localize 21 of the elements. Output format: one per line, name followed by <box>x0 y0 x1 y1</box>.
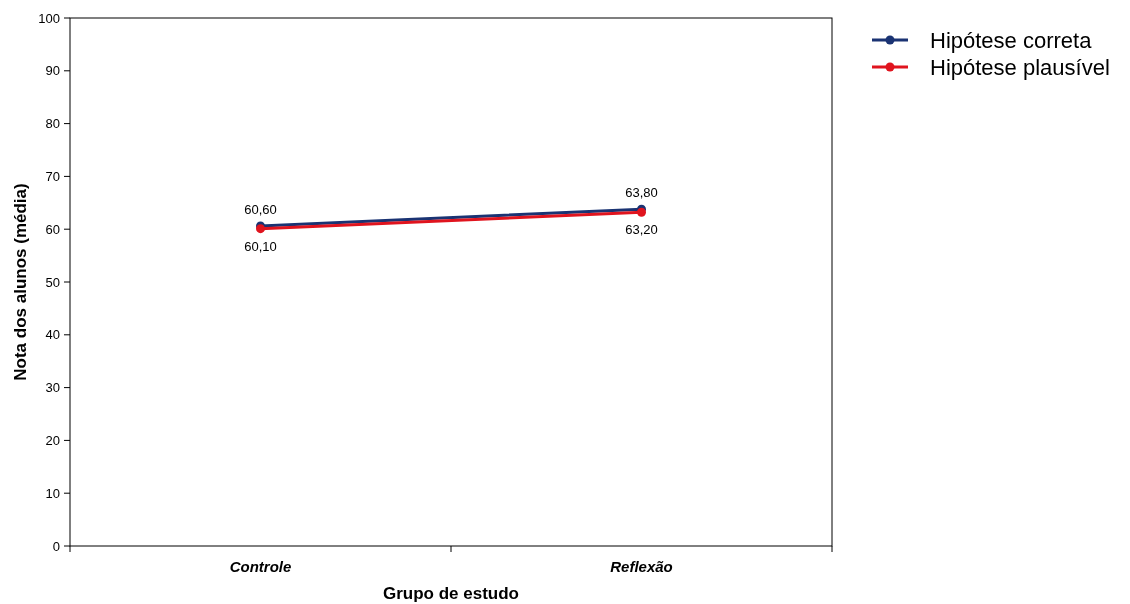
y-axis-title: Nota dos alunos (média) <box>11 183 30 381</box>
y-tick-label: 70 <box>45 168 60 184</box>
y-tick-label: 20 <box>45 432 60 448</box>
x-tick-label: Reflexão <box>610 558 673 575</box>
y-tick-label: 30 <box>45 380 60 396</box>
data-label: 60,60 <box>244 202 277 218</box>
y-tick-label: 0 <box>52 538 60 554</box>
x-axis-title: Grupo de estudo <box>383 584 519 603</box>
data-label: 63,20 <box>625 222 658 238</box>
data-label: 60,10 <box>244 238 277 254</box>
y-tick-label: 10 <box>45 485 60 501</box>
data-label: 63,80 <box>625 185 658 201</box>
y-tick-label: 100 <box>38 10 60 26</box>
legend-label: Hipótese correta <box>930 28 1093 53</box>
y-tick-label: 50 <box>45 274 60 290</box>
legend-label: Hipótese plausível <box>930 55 1110 80</box>
y-tick-label: 80 <box>45 116 60 132</box>
y-tick-label: 40 <box>45 327 60 343</box>
y-tick-label: 90 <box>45 63 60 79</box>
y-tick-label: 60 <box>45 221 60 237</box>
x-tick-label: Controle <box>229 558 292 575</box>
